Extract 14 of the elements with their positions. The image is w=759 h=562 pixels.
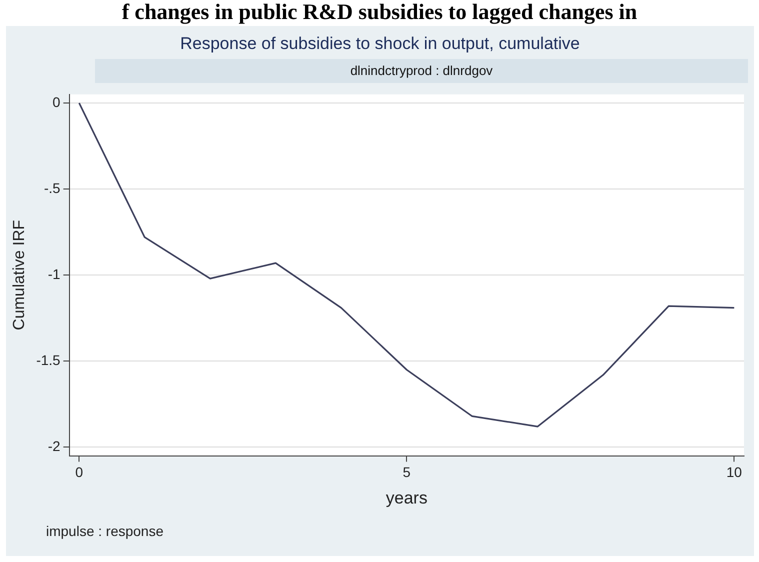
y-tick-label: -2: [48, 438, 61, 454]
y-tick-label: -1: [48, 266, 61, 282]
x-tick-label: 10: [726, 464, 742, 480]
x-tick-label: 5: [402, 464, 411, 480]
y-tick-label: -1.5: [36, 352, 61, 368]
x-axis-title: years: [386, 488, 428, 508]
chart-subtitle: dlnindctryprod : dlnrdgov: [95, 59, 748, 83]
text: impulse : response: [46, 523, 164, 539]
x-tick-label: 0: [75, 464, 84, 480]
text: f changes in public R&D subsidies to lagged changes in: [120, 0, 638, 24]
y-tick-label: -.5: [44, 180, 61, 196]
y-axis-title: Cumulative IRF: [11, 220, 28, 330]
chart-title: Response of subsidies to shock in output, cumulative: [179, 34, 581, 54]
y-tick-label: 0: [52, 94, 61, 110]
